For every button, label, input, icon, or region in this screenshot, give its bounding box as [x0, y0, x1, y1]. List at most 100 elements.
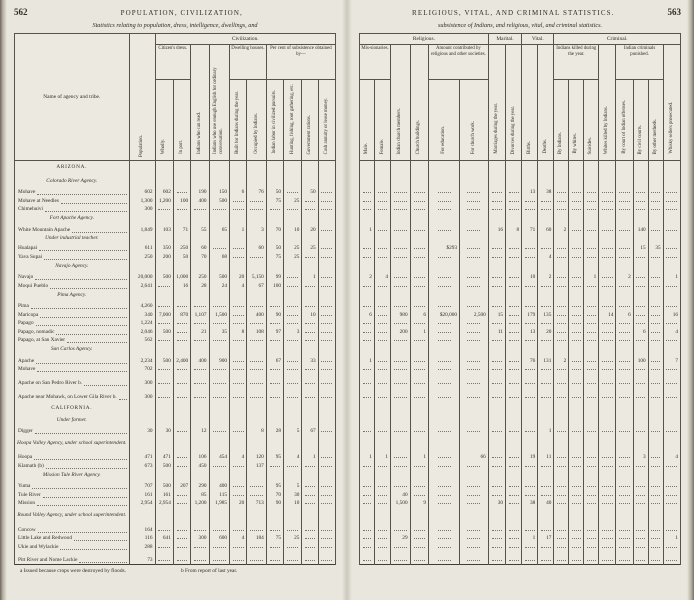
cell: [208, 364, 231, 373]
cell: [459, 327, 489, 336]
cell: [172, 213, 192, 225]
cell: [662, 426, 682, 435]
cell: [427, 481, 461, 490]
cell: [459, 507, 489, 525]
cell: [583, 318, 600, 327]
cell: [568, 204, 585, 213]
cell: [537, 243, 555, 252]
cell: [283, 550, 303, 565]
cell: [459, 335, 489, 344]
cell: [662, 461, 682, 470]
cell: [632, 490, 649, 499]
cell: [632, 289, 649, 302]
cell: [301, 204, 319, 213]
cell: [487, 252, 507, 261]
cell: [553, 260, 570, 273]
cell: 55: [190, 225, 210, 234]
cell: [505, 289, 523, 302]
cell: [615, 281, 634, 290]
group-header-subsistence: Per cent of subsistence obtained by—: [265, 44, 337, 80]
cell: [487, 550, 507, 565]
cell: [301, 401, 319, 416]
cell: [632, 481, 649, 490]
table-row: Navajo 20,000 500 1,000 250 500 20 5,150 99 1: [14, 272, 337, 281]
cell: [647, 196, 664, 205]
cell: [229, 550, 248, 565]
cell: 29: [390, 533, 411, 542]
cell: [409, 335, 429, 344]
cell: [208, 233, 231, 244]
cell: [427, 426, 461, 435]
cell: [427, 175, 461, 188]
cell: [409, 243, 429, 252]
cell: [662, 344, 682, 356]
cell: [583, 550, 600, 565]
cell: [317, 318, 337, 327]
cell: 131: [537, 356, 555, 365]
cell: [632, 533, 649, 542]
cell: [598, 225, 617, 234]
cell: [553, 416, 570, 426]
cell: [521, 344, 539, 356]
cell: [459, 260, 489, 273]
cell: [598, 542, 617, 551]
cell: [553, 187, 570, 196]
cell: [632, 213, 649, 225]
cell: 250: [190, 272, 210, 281]
tribe-name: Moqui Pueblo: [18, 282, 49, 289]
cell: [172, 452, 192, 461]
cell: 90: [265, 310, 285, 319]
cell: [459, 252, 489, 261]
cell: [487, 481, 507, 490]
cell: [229, 252, 248, 261]
cell: [172, 289, 192, 302]
cell: [301, 469, 319, 482]
cell: [537, 281, 555, 290]
cell: [521, 318, 539, 327]
cell: [190, 373, 210, 387]
cell: [409, 461, 429, 470]
cell: [390, 289, 411, 302]
table-row: Mohave 602 602 190 150 6 76 50 50: [14, 187, 337, 196]
cell: [521, 233, 539, 244]
cell: [598, 416, 617, 426]
cell: [487, 525, 507, 534]
cell: 179: [521, 310, 539, 319]
cell: 900: [208, 356, 231, 365]
cell: [190, 260, 210, 273]
col-header-court-indian-offenses: By court of Indian offenses.: [615, 79, 634, 161]
cell: [229, 301, 248, 310]
cell: [283, 204, 303, 213]
cell: 9: [409, 498, 429, 507]
cell: [662, 498, 682, 507]
cell: [283, 335, 303, 344]
cell: 1: [521, 533, 539, 542]
cell: [229, 260, 248, 273]
cell: [459, 175, 489, 188]
cell: 340: [128, 310, 156, 319]
cell: [647, 507, 664, 525]
cell: 611: [128, 243, 156, 252]
cell: [229, 481, 248, 490]
tribe-name: Mohave: [18, 366, 36, 373]
cell: 4: [229, 452, 248, 461]
cell: [583, 426, 600, 435]
cell: [615, 498, 634, 507]
cell: [427, 272, 461, 281]
col-header-divorces: Divorces during the year.: [505, 44, 523, 161]
cell: [154, 507, 174, 525]
cell: [647, 434, 664, 453]
cell: [301, 507, 319, 525]
cell: [390, 356, 411, 365]
cell: [521, 461, 539, 470]
row-label-cell: Navajo Agency.: [14, 260, 130, 273]
cell: 1,107: [190, 310, 210, 319]
cell: 500: [154, 481, 174, 490]
cell: [283, 344, 303, 356]
cell: [537, 196, 555, 205]
cell: [172, 401, 192, 416]
cell: [521, 434, 539, 453]
cell: [317, 225, 337, 234]
cell: [662, 213, 682, 225]
right-table-header: Religious. Marital. Vital. Criminal. Mis…: [358, 33, 682, 161]
